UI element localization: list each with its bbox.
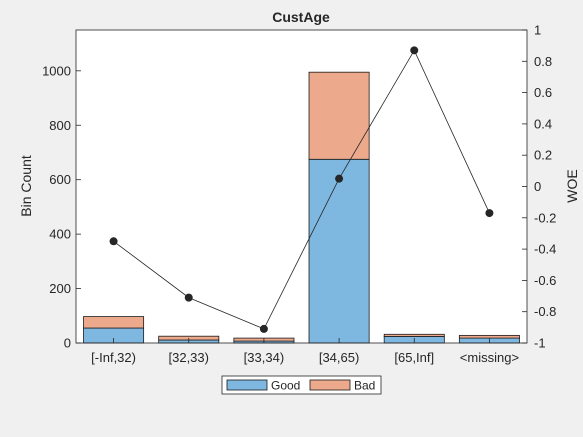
legend-swatch-bad xyxy=(309,379,351,391)
legend-label-good: Good xyxy=(271,379,300,393)
y-right-tick-label-7: 0.4 xyxy=(534,116,552,131)
legend: Good Bad xyxy=(221,375,382,395)
bar-bad-0 xyxy=(83,316,145,329)
bar-good-3 xyxy=(308,158,370,344)
woe-point-0 xyxy=(109,237,118,246)
x-tick-label-3: [34,65) xyxy=(319,350,359,365)
x-tick-label-4: [65,Inf] xyxy=(394,350,434,365)
y-left-tick-label-1: 200 xyxy=(49,281,71,296)
y-right-tick-label-8: 0.6 xyxy=(534,85,552,100)
woe-point-3 xyxy=(335,174,344,183)
x-tick-label-0: [-Inf,32) xyxy=(91,350,136,365)
y-left-tick-label-2: 400 xyxy=(49,227,71,242)
legend-label-bad: Bad xyxy=(354,379,375,393)
x-tick-label-1: [32,33) xyxy=(169,350,209,365)
woe-point-4 xyxy=(410,46,419,55)
woe-line xyxy=(113,49,490,330)
bar-bad-5 xyxy=(458,334,520,339)
x-tick-label-5: <missing> xyxy=(460,350,519,365)
x-tick-label-2: [33,34) xyxy=(244,350,284,365)
y-right-tick-label-3: -0.4 xyxy=(534,242,556,257)
bar-bad-3 xyxy=(308,71,370,160)
plot-area xyxy=(76,30,527,343)
y-right-tick-label-6: 0.2 xyxy=(534,148,552,163)
y-left-tick-label-0: 0 xyxy=(64,336,71,351)
y-axis-left-label: Bin Count xyxy=(18,155,34,217)
woe-point-2 xyxy=(259,324,268,333)
woe-point-1 xyxy=(184,293,193,302)
woe-point-5 xyxy=(485,209,494,218)
y-left-tick-label-3: 600 xyxy=(49,172,71,187)
y-left-tick-label-5: 1000 xyxy=(42,63,71,78)
y-right-tick-label-2: -0.6 xyxy=(534,273,556,288)
bar-bad-4 xyxy=(383,333,445,337)
legend-swatch-good xyxy=(226,379,268,391)
y-axis-right-label: WOE xyxy=(564,169,580,202)
y-left-tick-label-4: 800 xyxy=(49,118,71,133)
y-right-tick-label-10: 1 xyxy=(534,23,541,38)
chart-title: CustAge xyxy=(272,9,330,25)
y-right-tick-label-4: -0.2 xyxy=(534,210,556,225)
y-right-tick-label-1: -0.8 xyxy=(534,304,556,319)
y-right-tick-label-5: 0 xyxy=(534,179,541,194)
y-right-tick-label-9: 0.8 xyxy=(534,54,552,69)
y-right-tick-label-0: -1 xyxy=(534,336,546,351)
